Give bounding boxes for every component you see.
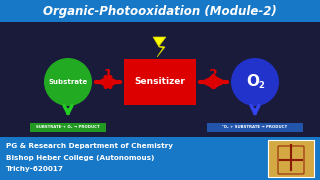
Text: 2: 2	[258, 80, 264, 89]
Text: Sensitizer: Sensitizer	[135, 78, 185, 87]
FancyBboxPatch shape	[207, 123, 303, 132]
Text: PG & Research Department of Chemistry: PG & Research Department of Chemistry	[6, 143, 173, 149]
Text: Substrate: Substrate	[48, 79, 88, 85]
FancyBboxPatch shape	[124, 59, 196, 105]
Text: ¹O₂ + SUBSTRATE → PRODUCT: ¹O₂ + SUBSTRATE → PRODUCT	[222, 125, 288, 129]
Circle shape	[44, 58, 92, 106]
Circle shape	[231, 58, 279, 106]
FancyBboxPatch shape	[30, 123, 106, 132]
Text: O: O	[246, 73, 260, 89]
Text: 1: 1	[104, 68, 112, 80]
Text: Organic-Photooxidation (Module-2): Organic-Photooxidation (Module-2)	[43, 4, 277, 17]
Polygon shape	[153, 37, 166, 57]
FancyBboxPatch shape	[0, 22, 320, 137]
Text: 2: 2	[209, 68, 218, 80]
Text: Trichy-620017: Trichy-620017	[6, 166, 64, 172]
Text: Bishop Heber College (Autonomous): Bishop Heber College (Autonomous)	[6, 155, 154, 161]
Text: SUBSTRATE·+ O₂ → PRODUCT: SUBSTRATE·+ O₂ → PRODUCT	[36, 125, 100, 129]
FancyBboxPatch shape	[268, 140, 314, 177]
FancyBboxPatch shape	[0, 0, 320, 22]
FancyBboxPatch shape	[0, 137, 320, 180]
